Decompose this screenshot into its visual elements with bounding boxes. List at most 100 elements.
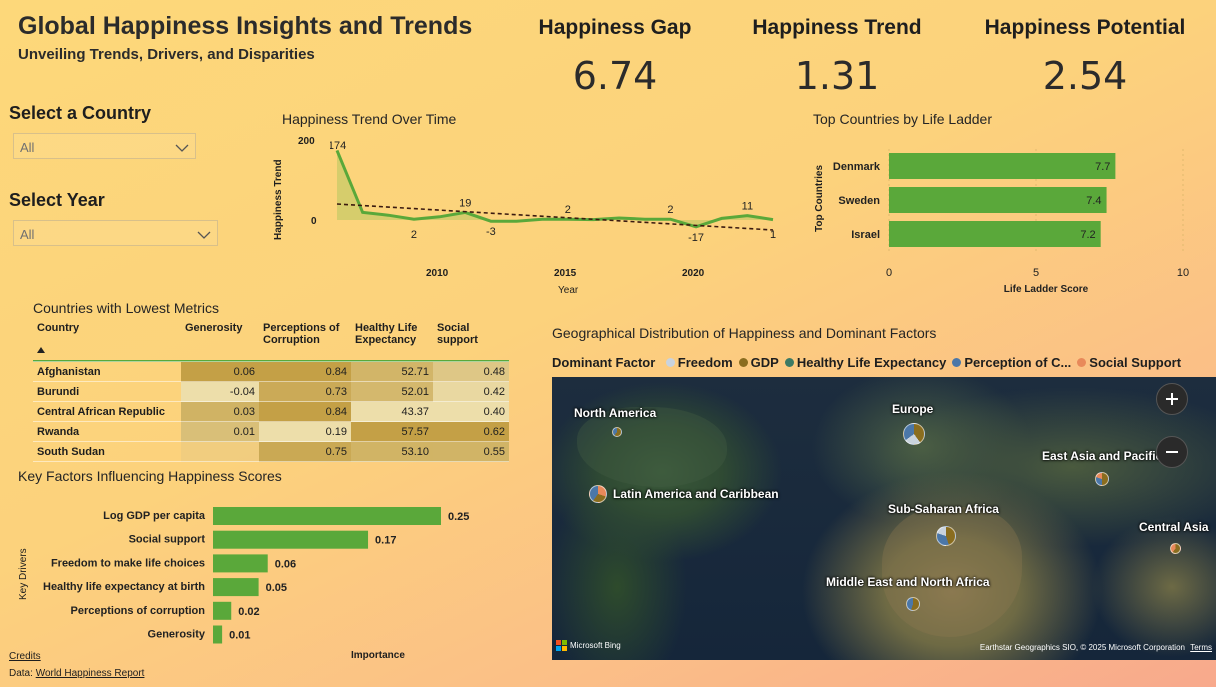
map-label-north-america: North America [574,406,657,420]
kpi-happiness-gap-value: 6.74 [572,54,658,98]
legend-label: Healthy Life Expectancy [796,355,947,370]
map-title: Geographical Distribution of Happiness a… [552,325,937,341]
table-header-label: Expectancy [355,334,417,346]
table-cell: 0.55 [433,441,509,462]
table-header-label: Corruption [263,334,320,346]
table-row[interactable]: South Sudan 0.75 53.10 0.55 [33,441,509,462]
key-factor-label: Freedom to make life choices [51,557,205,569]
trend-data-label: 11 [742,201,753,213]
table-header[interactable]: Healthy Life Expectancy [351,322,433,360]
map-label-central-asia: Central Asia [1139,520,1209,534]
trend-chart-xtick: 2010 [426,268,449,279]
zoom-in-button[interactable] [1156,383,1188,415]
key-factor-value: 0.25 [448,511,469,523]
trend-data-label: 19 [459,197,471,209]
map-pie-europe[interactable] [903,423,925,445]
map-pie-sub-saharan-africa[interactable] [936,526,956,546]
bing-logo: Microsoft Bing [556,640,621,651]
table-cell: 0.84 [259,361,351,382]
table-header[interactable]: Perceptions of Corruption [259,322,351,360]
kpi-happiness-gap-label: Happiness Gap [538,16,692,39]
table-row[interactable]: Rwanda 0.01 0.19 57.57 0.62 [33,421,509,442]
legend-item[interactable]: Perception of C... [952,355,1071,370]
table-cell: 0.06 [181,361,259,382]
table-cell-country: Afghanistan [33,361,181,382]
trend-data-label: 174 [330,140,346,152]
legend-title: Dominant Factor [552,355,656,370]
map-attribution: Earthstar Geographics SIO, © 2025 Micros… [980,643,1212,652]
table-header-label: Perceptions of [263,322,340,334]
map-label-sub-saharan-africa: Sub-Saharan Africa [888,502,999,516]
table-cell-country: Burundi [33,381,181,402]
top-bar [889,221,1101,247]
table-header-label: Social [437,322,470,334]
key-factors-bar-chart[interactable]: Log GDP per capita 0.25 Social support 0.17… [30,500,510,650]
kpi-happiness-trend-label: Happiness Trend [752,16,922,39]
key-factor-value: 0.01 [229,630,250,642]
plus-icon [1166,393,1178,405]
legend-item[interactable]: GDP [738,355,779,370]
legend-item[interactable]: Healthy Life Expectancy [784,355,947,370]
year-dropdown[interactable]: All [13,220,218,246]
legend-label: GDP [750,355,779,370]
legend-label: Social Support [1089,355,1182,370]
table-cell-country: Rwanda [33,421,181,442]
top-bar-value: 7.7 [1095,161,1110,173]
top-bar-label: Sweden [838,195,880,207]
table-header[interactable]: Social support [433,322,509,360]
top-xlabel: Life Ladder Score [1004,284,1089,295]
legend-label: Freedom [677,355,733,370]
trend-data-label: -3 [486,226,496,238]
map-visual[interactable]: North America Europe East Asia and Pacif… [552,377,1216,660]
top-bar-label: Israel [851,229,880,241]
chevron-down-icon [197,231,211,239]
lowest-metrics-table[interactable]: Country Generosity Perceptions of Corruptio… [33,322,509,462]
table-header-divider [33,360,509,362]
table-header[interactable]: Generosity [181,322,259,360]
trend-chart-ylabel: Happiness Trend [273,159,284,240]
top-xtick: 5 [1033,267,1039,279]
zoom-out-button[interactable] [1156,436,1188,468]
key-factor-value: 0.17 [375,535,396,547]
key-factor-label: Healthy life expectancy at birth [43,581,205,593]
map-label-latin-america: Latin America and Caribbean [613,487,779,501]
table-cell: 53.10 [351,441,433,462]
table-cell: 0.40 [433,401,509,422]
map-pie-middle-east[interactable] [906,597,920,611]
key-factor-label: Perceptions of corruption [71,605,206,617]
map-label-europe: Europe [892,402,934,416]
kpi-happiness-potential-value: 2.54 [1042,54,1128,98]
key-factor-value: 0.06 [275,558,296,570]
key-factor-bar [213,554,268,573]
top-countries-bar-chart[interactable]: 0 5 10 Denmark 7.7 Sweden 7.4 Israel 7.2 Life Lad… [826,145,1206,295]
top-xtick: 10 [1177,267,1189,279]
trend-data-label: -17 [688,232,704,244]
data-source-link[interactable]: World Happiness Report [35,668,145,679]
top-bar [889,153,1116,179]
trend-line-series [335,149,774,229]
table-row[interactable]: Afghanistan 0.06 0.84 52.71 0.48 [33,361,509,382]
map-provider: Microsoft Bing [570,641,621,650]
legend-dot-icon [784,358,794,367]
data-source: Data: World Happiness Report [9,668,144,679]
map-pie-east-asia[interactable] [1095,472,1109,486]
legend-item[interactable]: Freedom [665,355,733,370]
table-row[interactable]: Burundi -0.04 0.73 52.01 0.42 [33,381,509,402]
map-pie-north-america[interactable] [612,427,622,437]
table-header[interactable]: Country [33,322,181,360]
table-cell: 0.84 [259,401,351,422]
table-cell: 43.37 [351,401,433,422]
key-factors-title: Key Factors Influencing Happiness Scores [18,468,282,484]
terms-link[interactable]: Terms [1190,643,1212,652]
credits-link[interactable]: Credits [9,651,41,662]
map-label-middle-east: Middle East and North Africa [826,575,990,589]
table-row[interactable]: Central African Republic 0.03 0.84 43.37 0.4… [33,401,509,422]
trend-chart-xtick: 2020 [682,268,705,279]
legend-item[interactable]: Social Support [1077,355,1181,370]
map-pie-central-asia[interactable] [1170,543,1181,554]
trend-chart-ytick: 0 [311,216,317,227]
map-pie-latin-america[interactable] [589,485,607,503]
table-cell: 52.01 [351,381,433,402]
country-dropdown[interactable]: All [13,133,196,159]
